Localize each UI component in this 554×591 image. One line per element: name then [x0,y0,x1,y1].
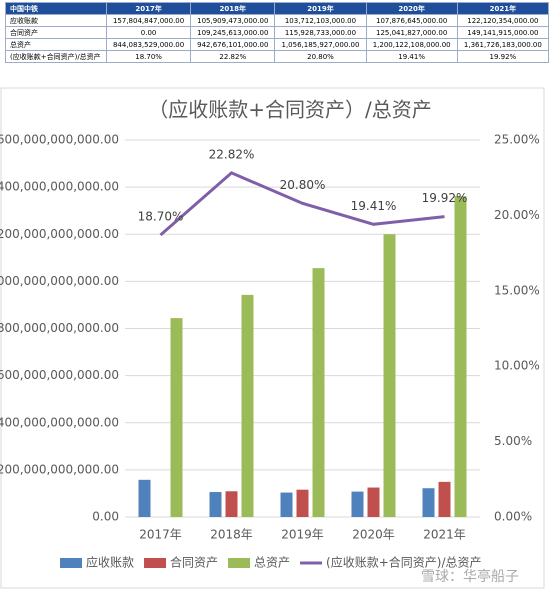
x-tick-label: 2019年 [281,528,324,542]
legend-label: 总资产 [254,556,290,570]
data-label: 20.80% [280,178,326,192]
table-cell: 2020年 [365,2,458,15]
data-table: 中国中铁 2017年 2018年 2019年 2020年 2021年 应收账款 157,804… [5,2,550,63]
bar [312,268,325,517]
bar [296,489,309,517]
bar [280,492,293,517]
y-tick-label: 200,000,000,000.00 [0,462,119,476]
bar [454,196,467,518]
watermark: 雪球：华亭船子 [421,568,519,585]
legend-swatch [144,558,167,568]
x-tick-label: 2021年 [423,528,466,542]
table-cell: 22.82% [190,50,276,63]
table-cell: 19.41% [365,50,458,63]
line [159,171,445,237]
table-cell: 19.92% [456,50,550,63]
y-tick-label: 800,000,000,000.00 [0,321,119,335]
legend-label: (应收账款+合同资产)/总资产 [326,555,481,570]
bar [138,479,151,517]
legend-label: 合同资产 [170,555,218,570]
y-tick-label: 1,400,000,000,000.00 [0,180,119,194]
chart-frame [0,87,545,589]
legend-swatch [228,558,251,568]
y-tick-label: 1,200,000,000,000.00 [0,227,119,241]
bar [438,481,451,517]
table-row: (应收账款+合同资产)/总资产 18.70% 22.82% 20.80% 19.41% 1… [5,50,550,63]
table-cell: 2021年 [456,2,550,15]
y-tick-label: 0.00 [92,510,119,524]
data-label: 18.70% [138,210,184,224]
data-label: 19.41% [351,199,397,213]
bar [367,487,380,517]
bar [225,491,238,517]
y-tick-label: 600,000,000,000.00 [0,368,119,382]
data-label: 22.82% [209,147,255,161]
bar [241,294,254,517]
data-label: 19.92% [422,191,468,205]
table-cell: 18.70% [105,50,192,63]
y2-tick-label: 5.00% [494,434,532,448]
y2-tick-label: 20.00% [494,208,540,222]
bar [351,491,364,517]
y2-tick-label: 15.00% [494,283,540,297]
bar [209,492,222,517]
x-tick-label: 2017年 [139,528,182,542]
y-tick-label: 400,000,000,000.00 [0,415,119,429]
legend-label: 应收账款 [86,555,134,570]
x-tick-label: 2020年 [352,528,395,542]
legend-swatch [60,558,82,568]
y2-tick-label: 0.00% [494,510,532,524]
x-tick-label: 2018年 [210,528,253,542]
table-row: 合同资产 0.00 109,245,613,000.00 115,928,733,00… [5,26,550,39]
bar [383,234,396,517]
y2-tick-label: 10.00% [494,359,540,373]
table-cell: 2017年 [105,2,192,15]
chart-title: （应收账款+合同资产）/总资产 [148,98,432,122]
bar [422,488,435,517]
y-tick-label: 1,000,000,000,000.00 [0,274,119,288]
bar [170,318,183,517]
y2-tick-label: 25.00% [494,133,540,147]
y-tick-label: 1,600,000,000,000.00 [0,133,119,147]
